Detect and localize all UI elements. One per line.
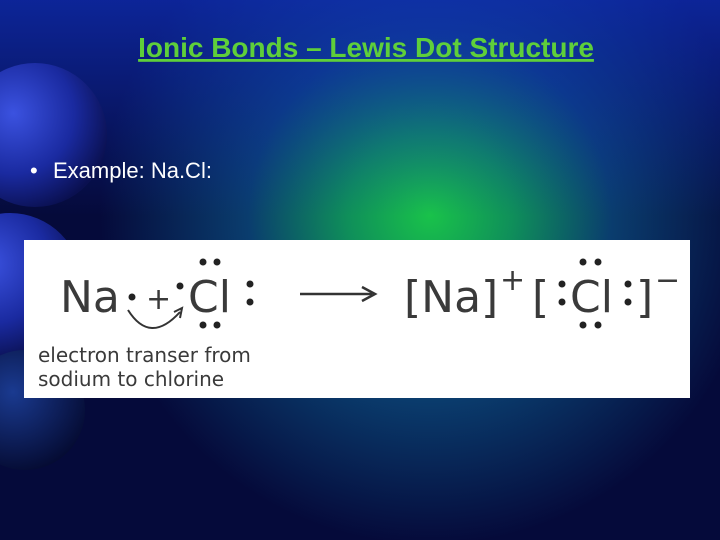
electron-dots [558, 258, 632, 329]
transfer-arrowhead [173, 306, 184, 319]
product-na: [Na] [404, 272, 498, 323]
electron-dots [199, 258, 254, 329]
caption-line: sodium to chlorine [38, 367, 224, 391]
bracket-open: [ [532, 272, 549, 323]
reactant-na: Na [60, 272, 120, 323]
decor-sphere [0, 63, 107, 207]
transfer-arrow [127, 309, 181, 329]
electron-dot [176, 282, 184, 290]
reaction-arrowhead [361, 285, 378, 303]
product-cl-charge: − [655, 263, 680, 298]
bracket-close: ] [636, 272, 653, 323]
caption-line: electron transer from [38, 343, 251, 367]
product-na-charge: + [500, 263, 525, 298]
slide-title: Ionic Bonds – Lewis Dot Structure [138, 32, 594, 63]
plus: + [146, 282, 171, 317]
electron-dot [128, 293, 136, 301]
product-cl: Cl [570, 272, 613, 323]
lewis-diagram: Na + Cl [Na] + [ Cl ] − electron transer… [38, 258, 680, 391]
reactant-cl: Cl [188, 272, 231, 323]
bullet-text: Example: Na.Cl: [53, 158, 212, 183]
bullet-marker: • [30, 158, 38, 183]
